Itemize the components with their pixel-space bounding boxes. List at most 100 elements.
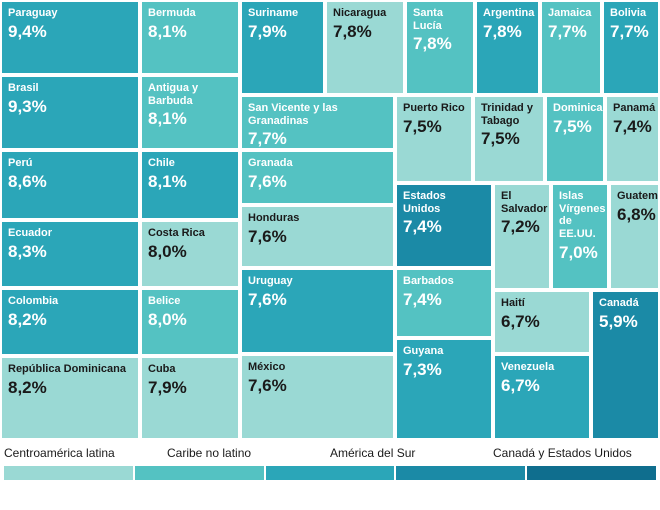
cell-value: 6,7% (501, 312, 583, 332)
cell-value: 7,8% (413, 34, 467, 54)
treemap-cell: Haití6,7% (493, 290, 591, 354)
treemap-cell: Dominica 7,5% (545, 95, 605, 183)
treemap-cell: Argentina7,8% (475, 0, 540, 95)
cell-value: 6,7% (501, 376, 583, 396)
cell-value: 7,7% (248, 129, 387, 149)
cell-value: 7,4% (403, 217, 485, 237)
legend-swatch (396, 466, 527, 480)
cell-label: Paraguay (8, 7, 132, 20)
cell-label: Guatemala (617, 190, 652, 203)
cell-value: 8,1% (148, 172, 232, 192)
cell-value: 7,3% (403, 360, 485, 380)
cell-value: 7,9% (148, 378, 232, 398)
cell-value: 8,2% (8, 378, 132, 398)
treemap-cell: Nicaragua 7,8% (325, 0, 405, 95)
cell-value: 7,0% (559, 243, 601, 263)
cell-label: Islas Vírgenes de EE.UU. (559, 190, 601, 241)
legend-color-bar (4, 466, 656, 480)
treemap-cell: Venezuela 6,7% (493, 354, 591, 440)
cell-label: El Salvador (501, 190, 543, 215)
treemap-cell: San Vicente y las Granadinas7,7% (240, 95, 395, 150)
cell-value: 8,3% (8, 242, 132, 262)
treemap-cell: Islas Vírgenes de EE.UU.7,0% (551, 183, 609, 290)
cell-value: 9,3% (8, 97, 132, 117)
cell-value: 6,8% (617, 205, 652, 225)
cell-label: Argentina (483, 7, 532, 20)
cell-label: Ecuador (8, 227, 132, 240)
cell-value: 7,6% (248, 227, 387, 247)
cell-value: 7,5% (481, 129, 537, 149)
legend-swatch (4, 466, 135, 480)
cell-label: Estados Unidos (403, 190, 485, 215)
cell-label: Uruguay (248, 275, 387, 288)
treemap-cell: Guyana 7,3% (395, 338, 493, 440)
cell-value: 7,6% (248, 172, 387, 192)
cell-value: 7,8% (333, 22, 397, 42)
legend-swatch (527, 466, 656, 480)
treemap-cell: Estados Unidos7,4% (395, 183, 493, 268)
cell-label: México (248, 361, 387, 374)
cell-label: Jamaica (548, 7, 594, 20)
cell-label: Belice (148, 295, 232, 308)
cell-label: Santa Lucía (413, 7, 467, 32)
treemap-cell: Canadá5,9% (591, 290, 660, 440)
cell-value: 8,1% (148, 22, 232, 42)
cell-label: Dominica (553, 102, 597, 115)
cell-label: Suriname (248, 7, 317, 20)
cell-label: Barbados (403, 275, 485, 288)
treemap-cell: Ecuador 8,3% (0, 220, 140, 288)
cell-value: 8,0% (148, 310, 232, 330)
cell-label: Granada (248, 157, 387, 170)
treemap-cell: Honduras 7,6% (240, 205, 395, 268)
cell-label: Chile (148, 157, 232, 170)
cell-label: Canadá (599, 297, 652, 310)
cell-value: 7,4% (613, 117, 652, 137)
treemap-cell: Bermuda 8,1% (140, 0, 240, 75)
cell-label: Honduras (248, 212, 387, 225)
cell-value: 8,0% (148, 242, 232, 262)
cell-value: 7,5% (553, 117, 597, 137)
treemap-cell: Trinidad y Tabago7,5% (473, 95, 545, 183)
treemap-cell: República Dominicana8,2% (0, 356, 140, 440)
treemap-cell: Barbados7,4% (395, 268, 493, 338)
treemap-cell: Antigua y Barbuda8,1% (140, 75, 240, 150)
cell-value: 7,6% (248, 376, 387, 396)
legend-swatch (135, 466, 266, 480)
cell-value: 7,2% (501, 217, 543, 237)
cell-value: 7,9% (248, 22, 317, 42)
treemap-cell: Colombia8,2% (0, 288, 140, 356)
treemap-cell: Bolivia7,7% (602, 0, 660, 95)
cell-label: Puerto Rico (403, 102, 465, 115)
legend-labels: Centroamérica latina Caribe no latino Am… (4, 446, 656, 460)
cell-value: 7,6% (248, 290, 387, 310)
legend: Centroamérica latina Caribe no latino Am… (0, 440, 660, 482)
treemap-cell: Brasil 9,3% (0, 75, 140, 150)
cell-value: 7,7% (610, 22, 652, 42)
treemap-cell: El Salvador7,2% (493, 183, 551, 290)
treemap-cell: México 7,6% (240, 354, 395, 440)
treemap-cell: Cuba 7,9% (140, 356, 240, 440)
legend-label: Centroamérica latina (4, 446, 167, 460)
legend-label: Caribe no latino (167, 446, 330, 460)
cell-label: San Vicente y las Granadinas (248, 102, 387, 127)
cell-label: Venezuela (501, 361, 583, 374)
cell-label: Guyana (403, 345, 485, 358)
legend-label: Canadá y Estados Unidos (493, 446, 656, 460)
cell-value: 8,2% (8, 310, 132, 330)
treemap-cell: Jamaica7,7% (540, 0, 602, 95)
cell-value: 7,5% (403, 117, 465, 137)
cell-label: Bermuda (148, 7, 232, 20)
cell-label: Costa Rica (148, 227, 232, 240)
legend-label: América del Sur (330, 446, 493, 460)
treemap-cell: Suriname 7,9% (240, 0, 325, 95)
treemap-cell: Puerto Rico 7,5% (395, 95, 473, 183)
cell-label: Cuba (148, 363, 232, 376)
treemap-cell: Costa Rica 8,0% (140, 220, 240, 288)
cell-label: Nicaragua (333, 7, 397, 20)
treemap-cell: Santa Lucía7,8% (405, 0, 475, 95)
cell-value: 8,6% (8, 172, 132, 192)
cell-label: Trinidad y Tabago (481, 102, 537, 127)
treemap-cell: Panamá 7,4% (605, 95, 660, 183)
cell-label: Brasil (8, 82, 132, 95)
cell-label: Panamá (613, 102, 652, 115)
